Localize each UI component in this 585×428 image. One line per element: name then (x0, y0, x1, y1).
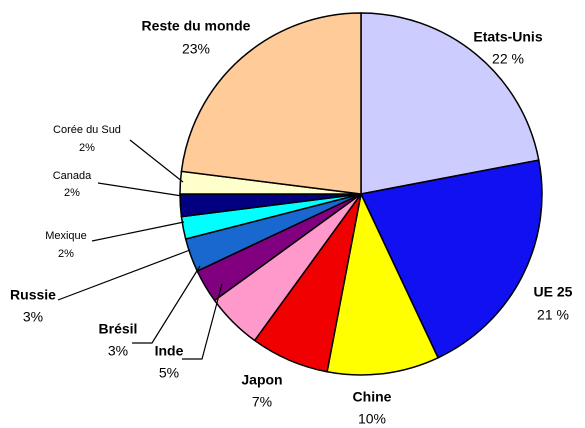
leader-line (57, 249, 191, 301)
leader-line (97, 182, 183, 197)
value-label: 2% (58, 248, 74, 260)
slice-label: Corée du Sud (53, 124, 121, 136)
value-label: 23% (182, 41, 210, 57)
leader-line (182, 283, 223, 360)
leader-line (91, 221, 185, 242)
pie-slice (326, 191, 440, 376)
value-label: 5% (159, 365, 179, 381)
pie-slice (360, 12, 540, 195)
value-label: 22 % (492, 51, 524, 67)
slice-label: Mexique (45, 230, 87, 242)
leader-line (132, 265, 201, 344)
value-label: 7% (252, 394, 272, 410)
slice-label: Inde (155, 343, 184, 359)
slice-label: Reste du monde (142, 18, 251, 34)
slice-label: Etats-Unis (473, 29, 542, 45)
value-label: 21 % (537, 307, 569, 323)
pie-slice (180, 12, 362, 195)
value-label: 2% (79, 142, 95, 154)
slice-label: Canada (53, 170, 92, 182)
slice-label: Japon (241, 372, 282, 388)
value-label: 2% (64, 187, 80, 199)
slice-label: UE 25 (534, 284, 573, 300)
leader-line (129, 139, 184, 183)
value-label: 3% (108, 343, 128, 359)
value-label: 10% (358, 411, 386, 427)
slice-label: Chine (353, 389, 392, 405)
pie-slice (359, 159, 543, 359)
slice-label: Brésil (99, 321, 138, 337)
value-label: 3% (23, 309, 43, 325)
slice-label: Russie (10, 287, 56, 303)
